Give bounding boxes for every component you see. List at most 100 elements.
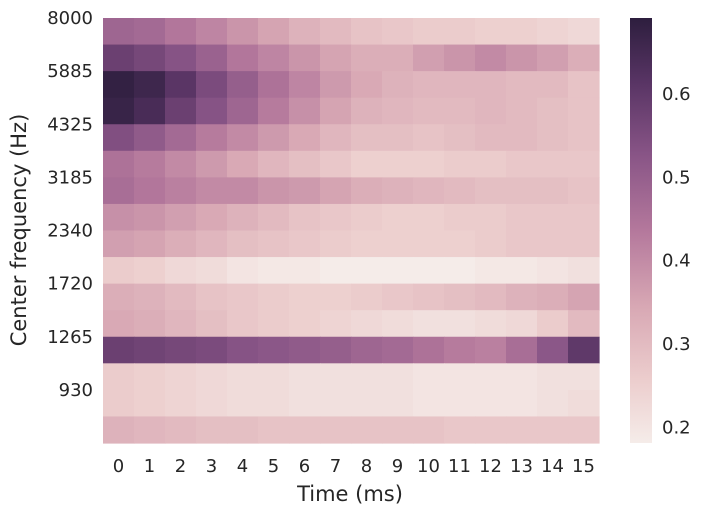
heatmap-cell [134, 363, 166, 391]
heatmap-cell [444, 124, 476, 152]
heatmap-cell [289, 310, 321, 338]
heatmap-cell [382, 257, 414, 285]
heatmap-cell [258, 363, 290, 391]
heatmap-cell [413, 44, 445, 72]
heatmap-cell [444, 177, 476, 205]
heatmap-cell [444, 71, 476, 99]
heatmap-cell [320, 230, 352, 258]
heatmap-cell [413, 150, 445, 178]
heatmap-cell [134, 389, 166, 418]
heatmap-cell [103, 203, 135, 232]
heatmap-cell [258, 310, 290, 338]
heatmap-cell [506, 18, 538, 46]
heatmap-cell [165, 336, 197, 364]
heatmap-cell [382, 18, 414, 46]
heatmap-cell [103, 310, 135, 338]
heatmap-cell [320, 203, 352, 232]
heatmap-cell [475, 177, 507, 205]
heatmap-cell [165, 150, 197, 178]
heatmap-cell [475, 416, 507, 444]
heatmap-cell [320, 18, 352, 46]
heatmap-cell [506, 389, 538, 418]
heatmap-cell [196, 124, 228, 152]
heatmap-cell [568, 177, 600, 205]
heatmap-cell [444, 310, 476, 338]
heatmap-cell [444, 44, 476, 72]
x-tick-label: 6 [299, 456, 310, 477]
heatmap-cell [227, 177, 259, 205]
heatmap-cell [351, 150, 383, 178]
heatmap-cell [568, 310, 600, 338]
heatmap-cell [134, 283, 166, 311]
heatmap-cell [444, 336, 476, 364]
heatmap-cell [227, 336, 259, 364]
heatmap-cell [506, 363, 538, 391]
x-tick-label: 3 [206, 456, 217, 477]
heatmap-cell [568, 389, 600, 418]
heatmap-cell [351, 97, 383, 125]
heatmap-cell [196, 230, 228, 258]
heatmap-cell [382, 44, 414, 72]
heatmap-cell [289, 150, 321, 178]
y-tick-label: 930 [59, 380, 93, 401]
heatmap-cell [258, 416, 290, 444]
heatmap-cell [537, 203, 569, 232]
heatmap-cell [351, 416, 383, 444]
heatmap-cell [444, 389, 476, 418]
heatmap-cell [351, 18, 383, 46]
heatmap-cell [320, 416, 352, 444]
heatmap-cell [506, 310, 538, 338]
heatmap-cells [103, 18, 600, 444]
heatmap-cell [506, 44, 538, 72]
heatmap-cell [320, 150, 352, 178]
heatmap-cell [413, 416, 445, 444]
heatmap-cell [134, 124, 166, 152]
heatmap-cell [227, 363, 259, 391]
heatmap-cell [258, 97, 290, 125]
heatmap-cell [165, 177, 197, 205]
heatmap-cell [258, 124, 290, 152]
heatmap-cell [196, 97, 228, 125]
heatmap-cell [475, 363, 507, 391]
heatmap-cell [258, 283, 290, 311]
heatmap-cell [320, 177, 352, 205]
heatmap-cell [258, 177, 290, 205]
heatmap-cell [165, 257, 197, 285]
heatmap-cell [196, 177, 228, 205]
heatmap-cell [134, 150, 166, 178]
heatmap-cell [382, 203, 414, 232]
heatmap-cell [289, 203, 321, 232]
heatmap-cell [568, 336, 600, 364]
heatmap-cell [568, 230, 600, 258]
colorbar-tick-label: 0.6 [662, 84, 691, 105]
y-tick-labels: 8000 5885 4325 3185 2340 1720 1265 930 [47, 8, 93, 401]
heatmap-cell [475, 97, 507, 125]
y-tick-label: 1265 [47, 327, 93, 348]
heatmap-cell [196, 44, 228, 72]
heatmap-cell [475, 389, 507, 418]
y-axis-label: Center frequency (Hz) [7, 114, 31, 347]
heatmap-cell [537, 124, 569, 152]
heatmap-cell [258, 44, 290, 72]
heatmap-cell [537, 18, 569, 46]
heatmap-cell [351, 363, 383, 391]
heatmap-cell [103, 150, 135, 178]
heatmap-cell [475, 150, 507, 178]
heatmap-cell [382, 363, 414, 391]
heatmap-cell [258, 257, 290, 285]
heatmap-cell [382, 310, 414, 338]
heatmap-cell [413, 97, 445, 125]
heatmap-cell [165, 124, 197, 152]
heatmap-cell [351, 389, 383, 418]
colorbar-tick-labels: 0.2 0.3 0.4 0.5 0.6 [662, 84, 691, 438]
heatmap-cell [165, 283, 197, 311]
heatmap-cell [506, 336, 538, 364]
heatmap-cell [413, 18, 445, 46]
heatmap-cell [320, 124, 352, 152]
heatmap-cell [444, 257, 476, 285]
heatmap-cell [537, 389, 569, 418]
heatmap-cell [103, 124, 135, 152]
heatmap-cell [351, 257, 383, 285]
heatmap-cell [413, 283, 445, 311]
heatmap-cell [320, 283, 352, 311]
